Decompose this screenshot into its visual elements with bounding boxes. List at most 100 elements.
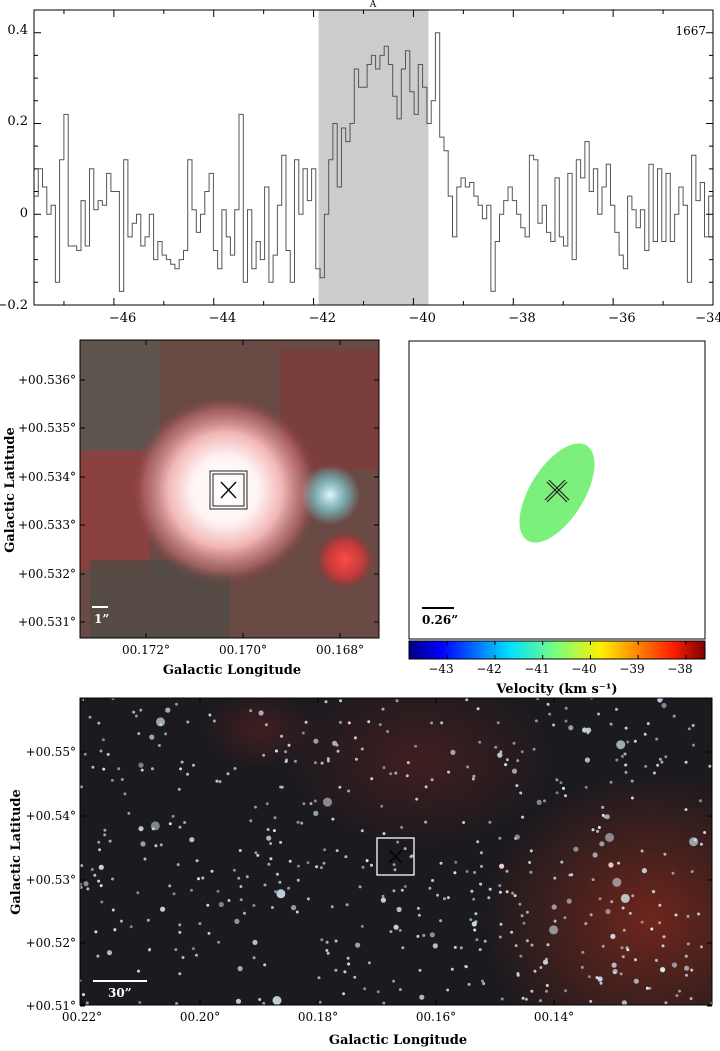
star <box>367 720 371 724</box>
star <box>646 722 650 726</box>
star <box>586 731 590 735</box>
star <box>624 726 628 730</box>
rgb-red-blob <box>315 530 375 590</box>
star <box>464 965 468 969</box>
star <box>218 901 224 908</box>
star <box>601 805 605 809</box>
star <box>498 890 502 894</box>
star <box>234 918 240 924</box>
star <box>301 731 305 735</box>
star <box>256 853 260 857</box>
star <box>544 957 548 961</box>
star <box>175 702 178 706</box>
star <box>291 905 297 911</box>
star <box>149 734 155 740</box>
star <box>280 734 284 738</box>
star <box>417 913 421 917</box>
spectrum-highlight-band <box>318 10 429 305</box>
star <box>96 954 100 958</box>
star <box>498 836 502 840</box>
star <box>656 763 660 767</box>
star <box>313 810 319 816</box>
star <box>525 939 529 943</box>
star <box>86 887 90 891</box>
star <box>596 829 599 833</box>
star <box>630 796 634 800</box>
star <box>263 963 267 967</box>
star <box>252 904 256 907</box>
star <box>564 706 568 710</box>
star <box>265 802 269 806</box>
star <box>454 860 458 864</box>
star <box>568 725 574 731</box>
star <box>264 723 268 727</box>
star <box>595 976 599 980</box>
star <box>97 840 101 844</box>
star <box>106 752 110 756</box>
star <box>533 969 537 973</box>
star <box>640 920 644 924</box>
star <box>395 699 399 703</box>
wide-x-label: Galactic Longitude <box>329 1033 467 1048</box>
star <box>500 997 504 1001</box>
star <box>684 954 688 958</box>
star <box>249 709 253 713</box>
star <box>519 954 523 958</box>
star <box>648 986 652 990</box>
star <box>546 943 550 947</box>
star <box>325 940 329 944</box>
star <box>275 872 279 876</box>
star <box>658 903 662 907</box>
star <box>473 871 477 874</box>
star <box>564 794 567 798</box>
wide-y-label: Galactic Latitude <box>9 789 24 915</box>
star <box>137 969 140 973</box>
star <box>432 943 438 949</box>
star <box>207 931 211 935</box>
star <box>83 881 89 887</box>
colorbar-label: Velocity (km s⁻¹) <box>495 682 617 697</box>
star <box>191 947 195 951</box>
star <box>621 955 625 959</box>
star <box>269 857 273 861</box>
rgb-cyan-blob <box>300 465 360 525</box>
star <box>148 947 152 951</box>
star <box>562 786 565 790</box>
star <box>472 897 476 901</box>
star <box>338 720 342 724</box>
star <box>150 767 154 771</box>
star <box>138 826 144 832</box>
star <box>253 805 257 809</box>
star <box>270 906 274 909</box>
star <box>511 768 518 774</box>
star <box>269 842 273 845</box>
star <box>183 821 187 824</box>
star <box>160 906 166 912</box>
star <box>302 802 306 806</box>
star <box>592 852 598 858</box>
star <box>296 820 300 824</box>
star <box>505 890 509 894</box>
star <box>684 808 688 812</box>
star <box>272 829 276 833</box>
star <box>608 862 614 868</box>
star <box>393 868 397 872</box>
star <box>545 984 549 987</box>
star <box>129 925 133 929</box>
rgb-y-label: Galactic Latitude <box>3 427 18 553</box>
star <box>703 831 707 834</box>
star <box>400 825 404 829</box>
star <box>323 797 332 807</box>
star <box>143 857 147 861</box>
star <box>591 878 595 882</box>
star <box>288 859 292 863</box>
star <box>686 914 690 918</box>
star <box>192 763 195 767</box>
star <box>287 886 291 890</box>
star <box>515 784 519 788</box>
star <box>429 932 435 938</box>
star <box>280 785 284 789</box>
star <box>120 778 124 781</box>
spectrum-step-line <box>34 32 713 292</box>
rgb-x-tick: 00.170° <box>219 643 267 657</box>
